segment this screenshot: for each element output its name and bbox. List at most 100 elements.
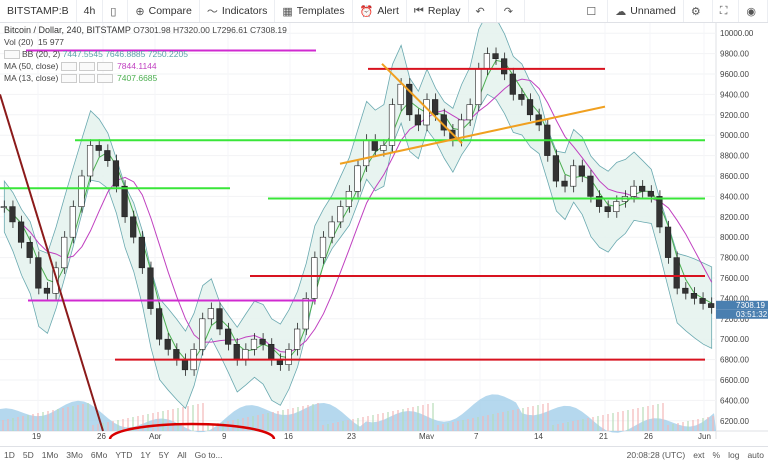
- candle[interactable]: [242, 349, 249, 360]
- range-6mo[interactable]: 6Mo: [90, 450, 108, 460]
- compare-button[interactable]: ⊕ Compare: [128, 0, 200, 22]
- candle[interactable]: [526, 99, 534, 116]
- trendline[interactable]: [381, 63, 463, 145]
- ma50-label[interactable]: MA (50, close): [4, 61, 59, 71]
- bb-settings-icon[interactable]: [4, 49, 20, 59]
- candle[interactable]: [199, 318, 206, 350]
- candle[interactable]: [466, 104, 473, 121]
- candles-icon[interactable]: ▯: [110, 5, 117, 18]
- candle[interactable]: [501, 58, 508, 75]
- candle[interactable]: [138, 236, 145, 269]
- candle[interactable]: [250, 338, 258, 350]
- candle[interactable]: [388, 104, 396, 146]
- fullscreen-icon[interactable]: ⛶: [719, 4, 728, 17]
- range-5y[interactable]: 5Y: [158, 450, 170, 460]
- symbol-label[interactable]: BITSTAMP:B: [7, 5, 69, 17]
- price-axis[interactable]: [716, 23, 768, 439]
- candle[interactable]: [630, 185, 637, 197]
- candle[interactable]: [112, 160, 120, 187]
- candle[interactable]: [682, 287, 689, 294]
- candle[interactable]: [311, 257, 318, 299]
- log-toggle[interactable]: log: [728, 450, 740, 460]
- candle[interactable]: [121, 185, 128, 218]
- candle[interactable]: [371, 140, 378, 151]
- ma50-eye-icon[interactable]: [78, 61, 95, 71]
- layout-button[interactable]: ☁ Unnamed: [608, 0, 684, 22]
- ext-toggle[interactable]: ext: [693, 450, 705, 460]
- candle[interactable]: [181, 359, 189, 371]
- gear-icon[interactable]: ⚙: [690, 5, 701, 18]
- candle[interactable]: [708, 303, 715, 308]
- candle[interactable]: [639, 185, 646, 192]
- auto-toggle[interactable]: auto: [747, 450, 764, 460]
- candle[interactable]: [647, 191, 654, 197]
- chart-settings-button[interactable]: ⚙: [684, 0, 713, 22]
- candle[interactable]: [604, 206, 611, 213]
- interval-button[interactable]: 4h: [77, 0, 104, 22]
- chart-type-button[interactable]: ▯: [103, 0, 129, 22]
- ma13-eye-icon[interactable]: [78, 73, 95, 83]
- candle[interactable]: [337, 206, 344, 223]
- range-3mo[interactable]: 3Mo: [66, 450, 83, 460]
- candle[interactable]: [259, 338, 266, 345]
- candle[interactable]: [492, 53, 499, 60]
- candle[interactable]: [664, 226, 672, 258]
- replay-button[interactable]: ⏮ Replay: [407, 0, 469, 22]
- candle[interactable]: [432, 99, 439, 116]
- candle[interactable]: [285, 349, 292, 365]
- candle[interactable]: [130, 216, 137, 238]
- candle[interactable]: [578, 165, 585, 177]
- candle[interactable]: [78, 175, 85, 207]
- candle[interactable]: [233, 343, 240, 360]
- candle[interactable]: [509, 73, 516, 95]
- candle[interactable]: [613, 201, 620, 212]
- interval-label[interactable]: 4h: [83, 5, 96, 17]
- candle[interactable]: [9, 206, 16, 223]
- candle[interactable]: [294, 328, 301, 350]
- camera-icon[interactable]: ◉: [746, 5, 756, 18]
- candle[interactable]: [224, 328, 232, 345]
- candle[interactable]: [35, 257, 42, 289]
- range-1y[interactable]: 1Y: [140, 450, 151, 460]
- range-1d[interactable]: 1D: [4, 450, 15, 460]
- symbol-search[interactable]: BITSTAMP:B: [0, 0, 77, 22]
- undo-icon[interactable]: ↶: [475, 5, 485, 18]
- trendline[interactable]: [0, 94, 104, 432]
- candle[interactable]: [17, 221, 25, 243]
- candle[interactable]: [173, 349, 180, 360]
- candle[interactable]: [147, 267, 154, 309]
- candle[interactable]: [552, 155, 560, 182]
- square-icon[interactable]: ☐: [586, 5, 597, 18]
- percent-toggle[interactable]: %: [712, 450, 721, 460]
- candle[interactable]: [656, 196, 663, 228]
- candle[interactable]: [673, 257, 680, 289]
- candle[interactable]: [328, 221, 335, 238]
- candle[interactable]: [155, 308, 163, 340]
- goto-button[interactable]: Go to...: [194, 450, 223, 460]
- bb-label[interactable]: BB (20, 2): [22, 49, 61, 59]
- chart-area[interactable]: 10000.00 9800.00 9600.00 9400.00 9200.00 9000…: [0, 12, 768, 456]
- ma13-settings-icon[interactable]: [60, 73, 77, 83]
- candle[interactable]: [43, 287, 51, 294]
- candle[interactable]: [423, 99, 430, 126]
- candle[interactable]: [570, 165, 577, 187]
- range-1mo[interactable]: 1Mo: [41, 450, 59, 460]
- clock-time[interactable]: 20:08:28 (UTC): [626, 450, 686, 460]
- settings-box-button[interactable]: ☐: [579, 0, 609, 22]
- candle[interactable]: [268, 343, 275, 360]
- candle[interactable]: [95, 145, 102, 151]
- candle[interactable]: [380, 145, 387, 151]
- fullscreen-button[interactable]: ⛶: [713, 0, 740, 22]
- candle[interactable]: [690, 292, 698, 299]
- candle[interactable]: [69, 206, 76, 238]
- candle[interactable]: [595, 196, 603, 207]
- range-all[interactable]: All: [177, 450, 187, 460]
- ma13-close-icon[interactable]: [96, 73, 113, 83]
- candle[interactable]: [207, 308, 214, 320]
- redo-icon[interactable]: ↷: [503, 5, 513, 18]
- range-5d[interactable]: 5D: [22, 450, 34, 460]
- ma50-close-icon[interactable]: [96, 61, 113, 71]
- candle[interactable]: [52, 267, 59, 294]
- undo-button[interactable]: ↶: [469, 0, 497, 22]
- candle[interactable]: [216, 308, 223, 330]
